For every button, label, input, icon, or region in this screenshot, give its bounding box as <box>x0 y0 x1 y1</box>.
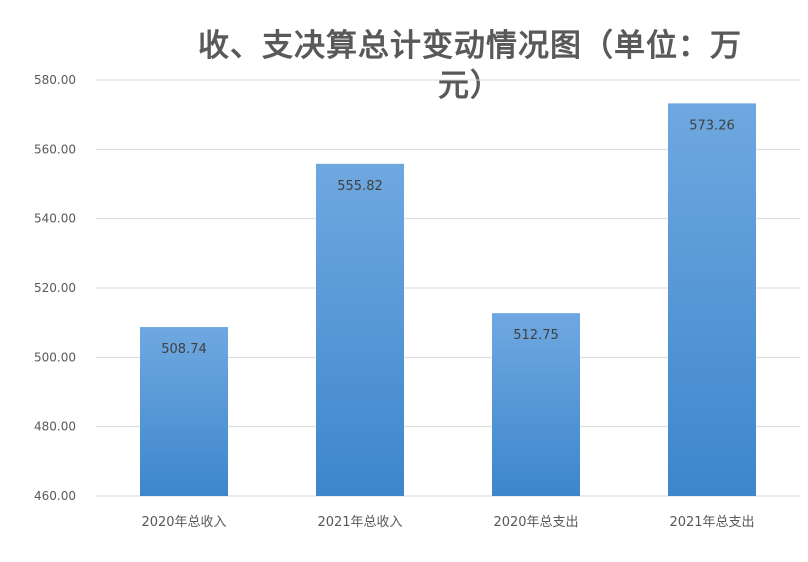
x-tick-label-0: 2020年总收入 <box>141 515 226 530</box>
y-tick-label-5: 560.00 <box>34 142 76 156</box>
data-label-1: 555.82 <box>337 179 383 194</box>
bar-2 <box>492 313 580 496</box>
x-tick-label-2: 2020年总支出 <box>493 515 578 530</box>
bar-1 <box>316 163 404 496</box>
chart-title-line-1: 收、支决算总计变动情况图（单位：万 <box>198 28 742 64</box>
data-label-0: 508.74 <box>161 342 207 357</box>
x-tick-label-3: 2021年总支出 <box>669 515 754 530</box>
bars <box>140 103 756 497</box>
y-tick-label-3: 520.00 <box>34 281 76 295</box>
data-labels: 508.74 555.82 512.75 573.26 <box>161 118 735 357</box>
y-tick-label-4: 540.00 <box>34 212 76 226</box>
y-tick-label-6: 580.00 <box>34 73 76 87</box>
bar-3 <box>668 103 756 497</box>
x-tick-label-1: 2021年总收入 <box>317 515 402 530</box>
y-tick-label-1: 480.00 <box>34 420 76 434</box>
chart-title: 收、支决算总计变动情况图（单位：万 元） <box>150 26 790 106</box>
y-axis-tick-labels: 460.00 480.00 500.00 520.00 540.00 560.00 580.… <box>34 73 76 503</box>
chart-title-line-2: 元） <box>438 68 502 104</box>
x-axis-tick-labels: 2020年总收入 2021年总收入 2020年总支出 2021年总支出 <box>141 515 754 530</box>
data-label-2: 512.75 <box>513 328 559 343</box>
y-tick-label-0: 460.00 <box>34 489 76 503</box>
data-label-3: 573.26 <box>689 118 735 133</box>
bar-0 <box>140 327 228 496</box>
y-tick-label-2: 500.00 <box>34 350 76 364</box>
